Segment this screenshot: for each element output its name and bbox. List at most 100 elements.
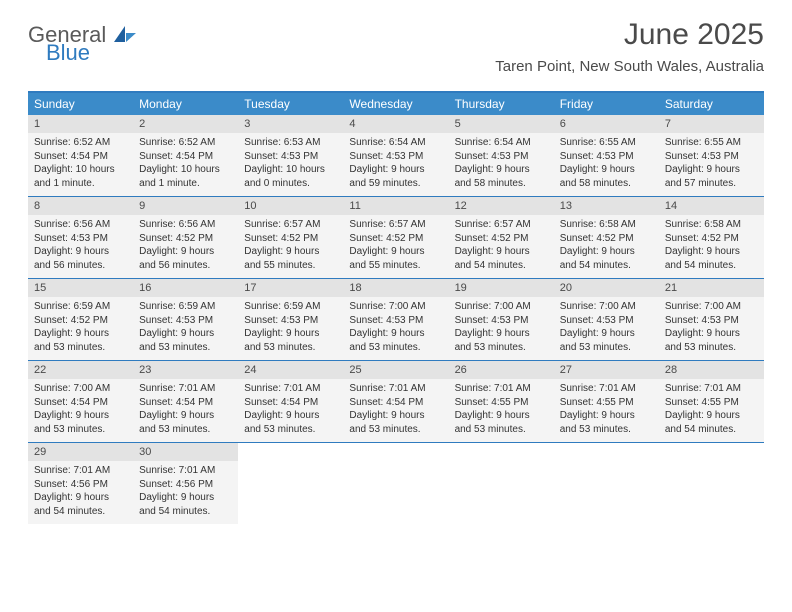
- day-body: Sunrise: 7:01 AMSunset: 4:55 PMDaylight:…: [449, 379, 554, 442]
- day-sunrise: Sunrise: 6:52 AM: [34, 136, 127, 150]
- week-row: 15Sunrise: 6:59 AMSunset: 4:52 PMDayligh…: [28, 279, 764, 361]
- day-number: 27: [554, 361, 659, 379]
- day-number: [659, 443, 764, 461]
- day-body: Sunrise: 6:56 AMSunset: 4:53 PMDaylight:…: [28, 215, 133, 278]
- day-header-thursday: Thursday: [449, 93, 554, 115]
- day-body: [659, 461, 764, 519]
- day-sunset: Sunset: 4:53 PM: [34, 232, 127, 246]
- day-header-monday: Monday: [133, 93, 238, 115]
- day-day1: Daylight: 9 hours: [34, 491, 127, 505]
- day-day2: and 53 minutes.: [665, 341, 758, 355]
- day-sunrise: Sunrise: 6:59 AM: [244, 300, 337, 314]
- day-body: [554, 461, 659, 519]
- day-sunset: Sunset: 4:53 PM: [244, 150, 337, 164]
- day-sunrise: Sunrise: 6:57 AM: [349, 218, 442, 232]
- day-sunset: Sunset: 4:53 PM: [665, 314, 758, 328]
- day-number: 1: [28, 115, 133, 133]
- day-number: 7: [659, 115, 764, 133]
- day-cell: 24Sunrise: 7:01 AMSunset: 4:54 PMDayligh…: [238, 361, 343, 442]
- day-day2: and 0 minutes.: [244, 177, 337, 191]
- day-day2: and 56 minutes.: [139, 259, 232, 273]
- day-number: 8: [28, 197, 133, 215]
- day-cell: 22Sunrise: 7:00 AMSunset: 4:54 PMDayligh…: [28, 361, 133, 442]
- day-sunset: Sunset: 4:52 PM: [665, 232, 758, 246]
- day-day1: Daylight: 9 hours: [455, 409, 548, 423]
- day-sunset: Sunset: 4:55 PM: [560, 396, 653, 410]
- day-sunset: Sunset: 4:52 PM: [244, 232, 337, 246]
- day-day2: and 53 minutes.: [139, 423, 232, 437]
- day-sunrise: Sunrise: 7:01 AM: [349, 382, 442, 396]
- day-sunrise: Sunrise: 6:54 AM: [349, 136, 442, 150]
- day-sunset: Sunset: 4:53 PM: [139, 314, 232, 328]
- day-day2: and 54 minutes.: [665, 259, 758, 273]
- day-sunrise: Sunrise: 6:56 AM: [139, 218, 232, 232]
- day-day1: Daylight: 10 hours: [244, 163, 337, 177]
- day-header-saturday: Saturday: [659, 93, 764, 115]
- day-number: 11: [343, 197, 448, 215]
- day-body: Sunrise: 6:52 AMSunset: 4:54 PMDaylight:…: [133, 133, 238, 196]
- logo: General Blue: [28, 24, 136, 64]
- day-day1: Daylight: 9 hours: [244, 409, 337, 423]
- day-cell: 19Sunrise: 7:00 AMSunset: 4:53 PMDayligh…: [449, 279, 554, 360]
- day-day2: and 54 minutes.: [139, 505, 232, 519]
- day-header-tuesday: Tuesday: [238, 93, 343, 115]
- day-sunset: Sunset: 4:53 PM: [665, 150, 758, 164]
- day-sunset: Sunset: 4:55 PM: [665, 396, 758, 410]
- day-sunrise: Sunrise: 7:01 AM: [455, 382, 548, 396]
- day-day2: and 57 minutes.: [665, 177, 758, 191]
- day-sunrise: Sunrise: 6:58 AM: [560, 218, 653, 232]
- day-day2: and 53 minutes.: [560, 423, 653, 437]
- day-sunrise: Sunrise: 6:53 AM: [244, 136, 337, 150]
- day-number: [343, 443, 448, 461]
- day-sunrise: Sunrise: 7:00 AM: [349, 300, 442, 314]
- day-sunset: Sunset: 4:56 PM: [34, 478, 127, 492]
- day-sunrise: Sunrise: 7:01 AM: [139, 382, 232, 396]
- day-day2: and 54 minutes.: [665, 423, 758, 437]
- day-body: Sunrise: 7:01 AMSunset: 4:54 PMDaylight:…: [133, 379, 238, 442]
- day-number: 23: [133, 361, 238, 379]
- day-sunset: Sunset: 4:52 PM: [349, 232, 442, 246]
- day-body: Sunrise: 6:54 AMSunset: 4:53 PMDaylight:…: [343, 133, 448, 196]
- day-number: 29: [28, 443, 133, 461]
- day-day2: and 55 minutes.: [244, 259, 337, 273]
- day-cell: 11Sunrise: 6:57 AMSunset: 4:52 PMDayligh…: [343, 197, 448, 278]
- day-number: 13: [554, 197, 659, 215]
- day-cell: 23Sunrise: 7:01 AMSunset: 4:54 PMDayligh…: [133, 361, 238, 442]
- day-cell: 17Sunrise: 6:59 AMSunset: 4:53 PMDayligh…: [238, 279, 343, 360]
- day-cell: 21Sunrise: 7:00 AMSunset: 4:53 PMDayligh…: [659, 279, 764, 360]
- day-body: Sunrise: 7:01 AMSunset: 4:55 PMDaylight:…: [659, 379, 764, 442]
- day-number: [449, 443, 554, 461]
- day-number: 10: [238, 197, 343, 215]
- day-cell: 20Sunrise: 7:00 AMSunset: 4:53 PMDayligh…: [554, 279, 659, 360]
- day-cell: 12Sunrise: 6:57 AMSunset: 4:52 PMDayligh…: [449, 197, 554, 278]
- calendar: Sunday Monday Tuesday Wednesday Thursday…: [28, 91, 764, 524]
- day-body: Sunrise: 6:57 AMSunset: 4:52 PMDaylight:…: [238, 215, 343, 278]
- day-sunrise: Sunrise: 6:55 AM: [665, 136, 758, 150]
- day-header-sunday: Sunday: [28, 93, 133, 115]
- day-cell: 18Sunrise: 7:00 AMSunset: 4:53 PMDayligh…: [343, 279, 448, 360]
- day-sunrise: Sunrise: 6:59 AM: [34, 300, 127, 314]
- day-day1: Daylight: 9 hours: [665, 163, 758, 177]
- day-cell: 25Sunrise: 7:01 AMSunset: 4:54 PMDayligh…: [343, 361, 448, 442]
- day-day2: and 54 minutes.: [560, 259, 653, 273]
- day-number: 3: [238, 115, 343, 133]
- week-row: 1Sunrise: 6:52 AMSunset: 4:54 PMDaylight…: [28, 115, 764, 197]
- day-sunset: Sunset: 4:54 PM: [244, 396, 337, 410]
- day-day1: Daylight: 9 hours: [139, 491, 232, 505]
- day-number: 26: [449, 361, 554, 379]
- day-body: Sunrise: 6:58 AMSunset: 4:52 PMDaylight:…: [554, 215, 659, 278]
- day-body: Sunrise: 6:55 AMSunset: 4:53 PMDaylight:…: [659, 133, 764, 196]
- day-sunset: Sunset: 4:54 PM: [349, 396, 442, 410]
- day-number: 22: [28, 361, 133, 379]
- day-sunset: Sunset: 4:53 PM: [244, 314, 337, 328]
- day-body: Sunrise: 7:01 AMSunset: 4:55 PMDaylight:…: [554, 379, 659, 442]
- day-body: Sunrise: 6:59 AMSunset: 4:52 PMDaylight:…: [28, 297, 133, 360]
- day-sunset: Sunset: 4:52 PM: [34, 314, 127, 328]
- day-day1: Daylight: 9 hours: [139, 327, 232, 341]
- day-sunset: Sunset: 4:56 PM: [139, 478, 232, 492]
- day-day2: and 1 minute.: [139, 177, 232, 191]
- day-number: 17: [238, 279, 343, 297]
- day-cell: 26Sunrise: 7:01 AMSunset: 4:55 PMDayligh…: [449, 361, 554, 442]
- day-day1: Daylight: 9 hours: [560, 245, 653, 259]
- day-sunrise: Sunrise: 7:00 AM: [665, 300, 758, 314]
